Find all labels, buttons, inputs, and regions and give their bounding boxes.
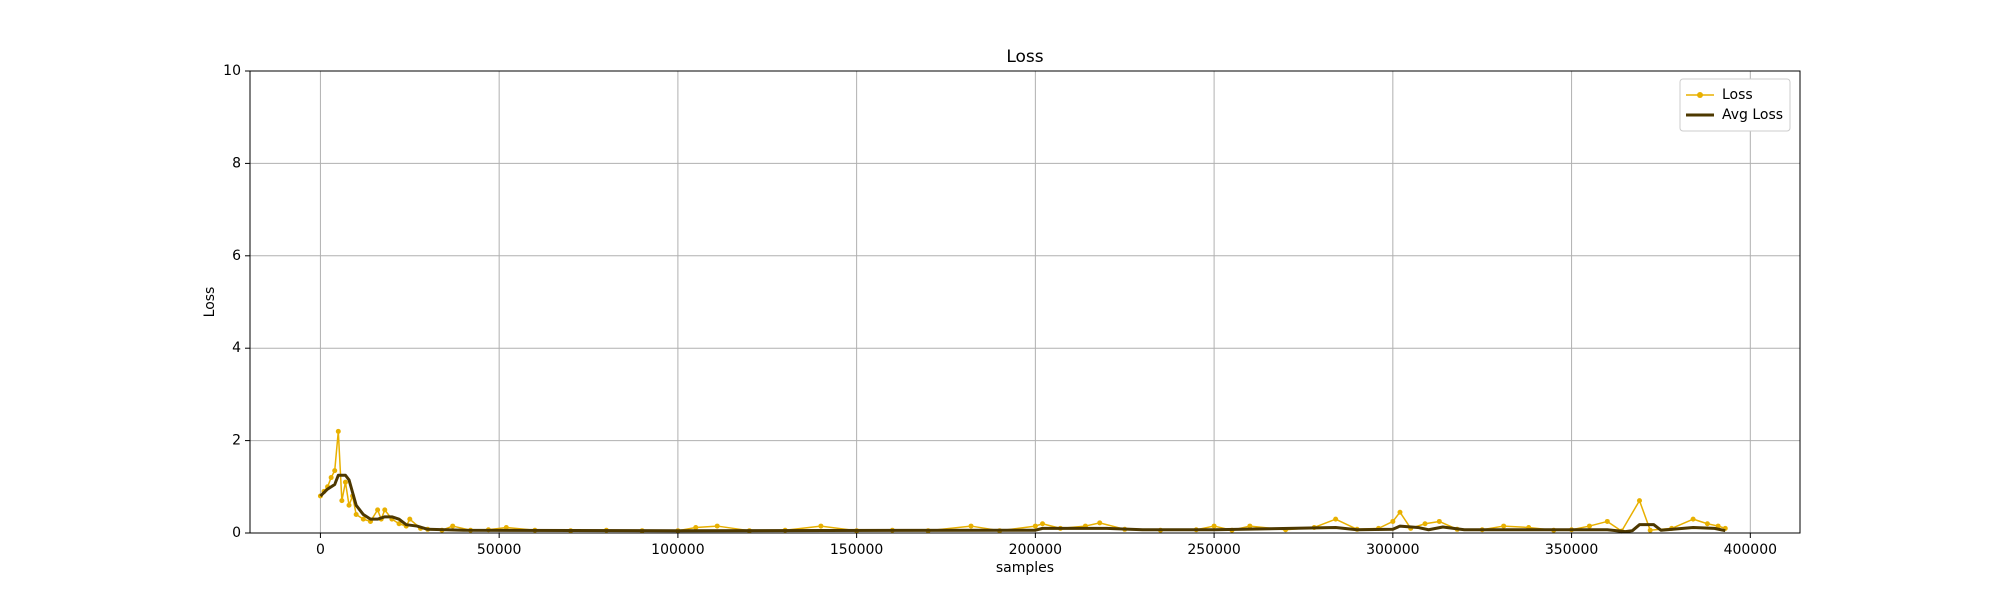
x-tick-label: 250000 [1187,542,1240,558]
data-point [1211,523,1217,529]
data-point [1715,523,1721,529]
data-point [818,523,824,529]
data-point [353,512,359,518]
data-point [1397,509,1403,515]
legend: Loss Avg Loss [1679,78,1791,132]
data-point [360,516,366,522]
series-line [319,473,1726,534]
y-tick-label: 4 [232,340,241,356]
x-tick-label: 300000 [1366,542,1419,558]
data-point [503,524,509,530]
y-tick-label: 10 [223,63,241,79]
data-point [1422,521,1428,527]
data-point [328,475,334,481]
x-tick-label: 150000 [830,542,883,558]
x-tick-label: 100000 [651,542,704,558]
x-axis-label: samples [996,560,1054,576]
data-point [332,468,338,474]
data-point [335,428,341,434]
plot-frame [249,70,1801,534]
y-tick-label: 0 [232,525,241,541]
data-point [1647,527,1653,533]
data-point [1333,516,1339,522]
data-point [1501,523,1507,529]
legend-label: Avg Loss [1722,107,1783,123]
data-point [1690,516,1696,522]
data-point [382,507,388,513]
data-point [1586,523,1592,529]
y-tick-label: 2 [232,433,241,449]
data-point [450,523,456,529]
data-point [1247,523,1253,529]
data-point [407,516,413,522]
x-tick-label: 50000 [477,542,522,558]
data-point [1032,523,1038,529]
data-point [1040,521,1046,527]
data-point [339,498,345,504]
data-point [1390,518,1396,524]
data-point [396,521,402,527]
data-point [1436,518,1442,524]
data-point [693,524,699,530]
data-point [968,523,974,529]
x-tick-label: 400000 [1724,542,1777,558]
chart-title: Loss [1006,47,1043,67]
data-point [1604,518,1610,524]
legend-box [1679,78,1791,132]
data-point [342,479,348,485]
data-point [1704,521,1710,527]
y-tick-label: 8 [232,155,241,171]
data-point [1636,498,1642,504]
data-point [1097,520,1103,526]
y-axis-label: Loss [202,287,218,318]
data-point [346,502,352,508]
data-point [375,507,381,513]
y-tick-label: 6 [232,248,241,264]
x-tick-label: 350000 [1545,542,1598,558]
data-point [714,523,720,529]
x-tick-label: 0 [316,542,325,558]
legend-label: Loss [1722,87,1753,103]
legend-marker [1697,92,1703,98]
x-tick-label: 200000 [1009,542,1062,558]
